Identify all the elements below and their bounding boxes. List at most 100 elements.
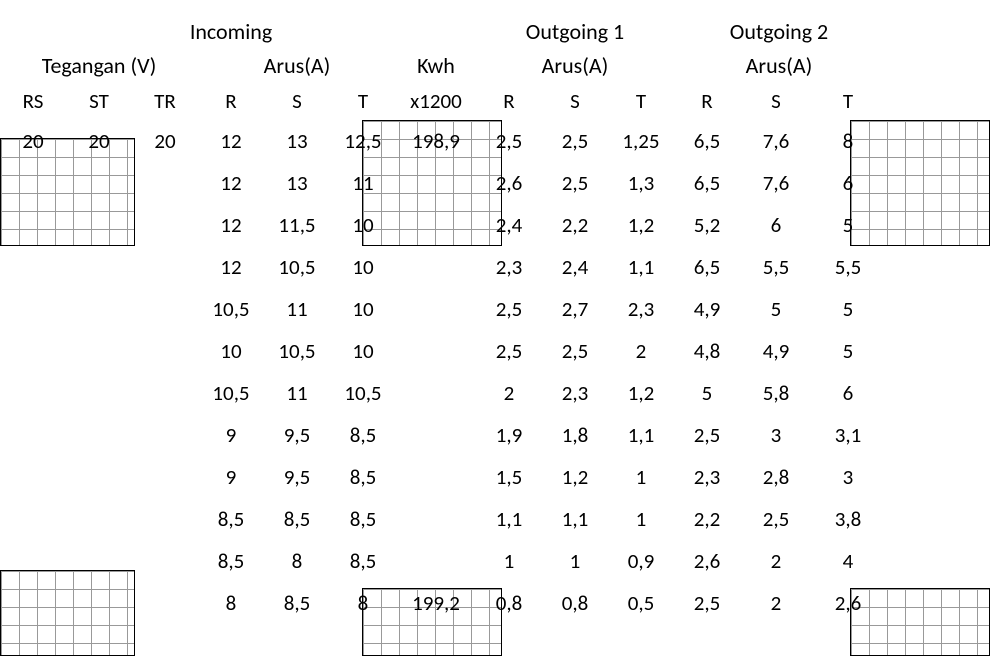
cell-r10-c12: 4 <box>812 540 884 582</box>
cell-r4-c8: 2,7 <box>542 288 608 330</box>
cell-r7-c5: 8,5 <box>330 414 396 456</box>
cell-r8-c8: 1,2 <box>542 456 608 498</box>
cell-r8-c3: 9 <box>198 456 264 498</box>
cell-r1-c4: 13 <box>264 162 330 204</box>
cell-r9-c11: 2,5 <box>740 498 812 540</box>
cell-r2-c10: 5,2 <box>674 204 740 246</box>
col-label-11: S <box>740 80 812 122</box>
cell-r0-c6: 198,9 <box>396 120 476 162</box>
cell-r0-c10: 6,5 <box>674 120 740 162</box>
cell-r10-c7: 1 <box>476 540 542 582</box>
cell-r9-c8: 1,1 <box>542 498 608 540</box>
cell-r6-c5: 10,5 <box>330 372 396 414</box>
cell-r1-c7: 2,6 <box>476 162 542 204</box>
col-label-3: R <box>198 80 264 122</box>
cell-r0-c5: 12,5 <box>330 120 396 162</box>
cell-r6-c8: 2,3 <box>542 372 608 414</box>
cell-r4-c3: 10,5 <box>198 288 264 330</box>
grid-fragment <box>0 570 135 656</box>
cell-r11-c7: 0,8 <box>476 582 542 624</box>
cell-r1-c11: 7,6 <box>740 162 812 204</box>
cell-r5-c11: 4,9 <box>740 330 812 372</box>
cell-r8-c10: 2,3 <box>674 456 740 498</box>
cell-r11-c5: 8 <box>330 582 396 624</box>
cell-r4-c12: 5 <box>812 288 884 330</box>
cell-r0-c12: 8 <box>812 120 884 162</box>
cell-r5-c7: 2,5 <box>476 330 542 372</box>
cell-r9-c3: 8,5 <box>198 498 264 540</box>
cell-r7-c11: 3 <box>740 414 812 456</box>
cell-r6-c12: 6 <box>812 372 884 414</box>
col-label-2: TR <box>132 80 198 122</box>
cell-r1-c12: 6 <box>812 162 884 204</box>
cell-r3-c9: 1,1 <box>608 246 674 288</box>
cell-r11-c9: 0,5 <box>608 582 674 624</box>
cell-r8-c4: 9,5 <box>264 456 330 498</box>
cell-r8-c9: 1 <box>608 456 674 498</box>
cell-r3-c5: 10 <box>330 246 396 288</box>
cell-r6-c3: 10,5 <box>198 372 264 414</box>
cell-r4-c9: 2,3 <box>608 288 674 330</box>
cell-r11-c11: 2 <box>740 582 812 624</box>
cell-r10-c4: 8 <box>264 540 330 582</box>
cell-r7-c12: 3,1 <box>812 414 884 456</box>
cell-r0-c9: 1,25 <box>608 120 674 162</box>
cell-r7-c10: 2,5 <box>674 414 740 456</box>
cell-r7-c9: 1,1 <box>608 414 674 456</box>
cell-r10-c3: 8,5 <box>198 540 264 582</box>
cell-r0-c11: 7,6 <box>740 120 812 162</box>
cell-r0-c7: 2,5 <box>476 120 542 162</box>
cell-r8-c7: 1,5 <box>476 456 542 498</box>
cell-r10-c8: 1 <box>542 540 608 582</box>
cell-r3-c3: 12 <box>198 246 264 288</box>
cell-r11-c3: 8 <box>198 582 264 624</box>
cell-r9-c12: 3,8 <box>812 498 884 540</box>
cell-r2-c11: 6 <box>740 204 812 246</box>
cell-r3-c12: 5,5 <box>812 246 884 288</box>
col-label-8: S <box>542 80 608 122</box>
cell-r5-c5: 10 <box>330 330 396 372</box>
cell-r6-c11: 5,8 <box>740 372 812 414</box>
cell-r5-c3: 10 <box>198 330 264 372</box>
cell-r6-c9: 1,2 <box>608 372 674 414</box>
cell-r9-c9: 1 <box>608 498 674 540</box>
cell-r3-c11: 5,5 <box>740 246 812 288</box>
col-label-12: T <box>812 80 884 122</box>
cell-r2-c5: 10 <box>330 204 396 246</box>
cell-r5-c4: 10,5 <box>264 330 330 372</box>
col-label-6: x1200 <box>396 80 476 122</box>
cell-r8-c11: 2,8 <box>740 456 812 498</box>
cell-r8-c12: 3 <box>812 456 884 498</box>
cell-r5-c10: 4,8 <box>674 330 740 372</box>
cell-r8-c5: 8,5 <box>330 456 396 498</box>
cell-r3-c10: 6,5 <box>674 246 740 288</box>
cell-r1-c10: 6,5 <box>674 162 740 204</box>
cell-r9-c10: 2,2 <box>674 498 740 540</box>
cell-r9-c4: 8,5 <box>264 498 330 540</box>
cell-r6-c10: 5 <box>674 372 740 414</box>
cell-r2-c3: 12 <box>198 204 264 246</box>
cell-r11-c4: 8,5 <box>264 582 330 624</box>
cell-r0-c4: 13 <box>264 120 330 162</box>
col-label-7: R <box>476 80 542 122</box>
cell-r4-c4: 11 <box>264 288 330 330</box>
cell-r0-c1: 20 <box>66 120 132 162</box>
cell-r7-c4: 9,5 <box>264 414 330 456</box>
cell-r4-c10: 4,9 <box>674 288 740 330</box>
cell-r2-c9: 1,2 <box>608 204 674 246</box>
cell-r0-c3: 12 <box>198 120 264 162</box>
cell-r10-c9: 0,9 <box>608 540 674 582</box>
cell-r4-c5: 10 <box>330 288 396 330</box>
col-label-9: T <box>608 80 674 122</box>
cell-r5-c8: 2,5 <box>542 330 608 372</box>
cell-r10-c11: 2 <box>740 540 812 582</box>
cell-r11-c10: 2,5 <box>674 582 740 624</box>
cell-r1-c3: 12 <box>198 162 264 204</box>
cell-r10-c10: 2,6 <box>674 540 740 582</box>
col-label-1: ST <box>66 80 132 122</box>
cell-r0-c0: 20 <box>0 120 66 162</box>
cell-r3-c7: 2,3 <box>476 246 542 288</box>
col-label-0: RS <box>0 80 66 122</box>
cell-r7-c3: 9 <box>198 414 264 456</box>
cell-r6-c4: 11 <box>264 372 330 414</box>
